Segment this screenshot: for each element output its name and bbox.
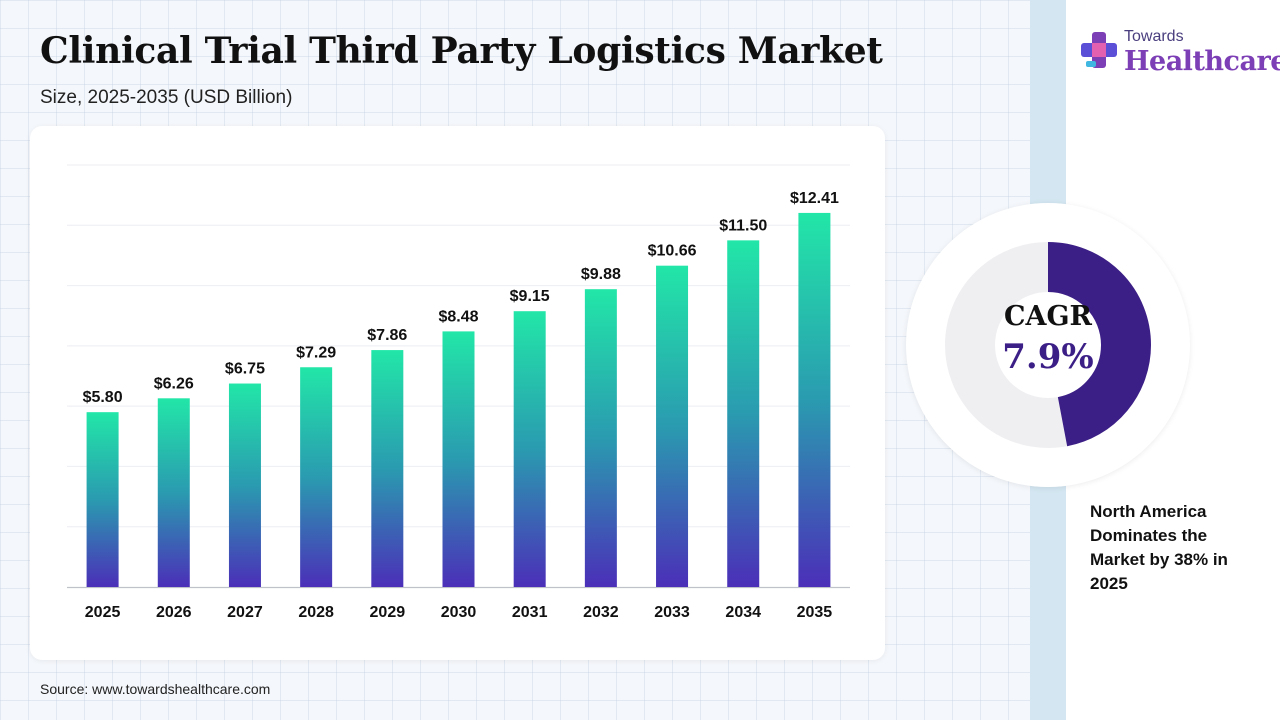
x-tick-2026: 2026 (156, 604, 192, 621)
x-tick-2025: 2025 (85, 604, 121, 621)
x-tick-2034: 2034 (725, 604, 761, 621)
x-tick-2035: 2035 (797, 604, 833, 621)
value-label-2033: $10.66 (648, 243, 697, 260)
chart-card: $5.80 $6.26 $6.75 $7.29 $7.86 $8.48 $9.15 $9.88… (30, 126, 885, 660)
bar-chart: $5.80 $6.26 $6.75 $7.29 $7.86 $8.48 $9.15 $9.88… (67, 164, 850, 621)
x-tick-2033: 2033 (654, 604, 690, 621)
bar-2034 (727, 240, 760, 587)
bar-2026 (157, 398, 190, 587)
bar-2031 (513, 311, 546, 587)
logo-towards-text: Towards (1124, 28, 1184, 45)
value-label-2027: $6.75 (225, 361, 265, 378)
cagr-ring-arc (945, 242, 1151, 448)
value-label-2030: $8.48 (438, 308, 478, 325)
health-cross-icon (1081, 32, 1117, 68)
logo-healthcare-text: Healthcare (1124, 46, 1280, 77)
x-tick-2030: 2030 (441, 604, 477, 621)
page-subtitle: Size, 2025-2035 (USD Billion) (40, 87, 293, 108)
bar-2025 (86, 412, 119, 587)
value-label-2035: $12.41 (790, 190, 839, 207)
source-note: Source: www.towardshealthcare.com (40, 681, 271, 697)
value-label-2028: $7.29 (296, 344, 336, 361)
page-title: Clinical Trial Third Party Logistics Mar… (40, 30, 883, 72)
x-tick-2027: 2027 (227, 604, 263, 621)
value-label-2034: $11.50 (719, 217, 767, 234)
cagr-donut: CAGR 7.9% (906, 203, 1190, 487)
x-tick-2029: 2029 (370, 604, 406, 621)
x-tick-labels: 2025 2026 2027 2028 2029 2030 2031 2032 2033 2034… (85, 604, 833, 621)
x-tick-2028: 2028 (298, 604, 334, 621)
bar-2029 (371, 350, 404, 587)
cagr-label: CAGR (1004, 301, 1092, 332)
cagr-value: 7.9% (1002, 337, 1094, 377)
bar-2033 (656, 265, 689, 587)
bars (86, 212, 831, 588)
bar-2030 (442, 331, 475, 587)
value-label-2026: $6.26 (154, 375, 194, 392)
value-labels: $5.80 $6.26 $6.75 $7.29 $7.86 $8.48 $9.15 $9.88… (83, 190, 839, 406)
x-tick-2032: 2032 (583, 604, 619, 621)
value-label-2032: $9.88 (581, 266, 621, 283)
x-tick-2031: 2031 (512, 604, 548, 621)
brand-logo: Towards Healthcare (1080, 28, 1280, 80)
bar-2035 (798, 212, 831, 588)
value-label-2025: $5.80 (83, 389, 123, 406)
bar-2032 (584, 289, 617, 587)
value-label-2031: $9.15 (510, 288, 550, 305)
region-dominance-note: North America Dominates the Market by 38… (1090, 502, 1228, 593)
bar-2028 (300, 367, 333, 587)
cagr-ring (945, 242, 1151, 448)
bar-2027 (228, 383, 261, 587)
value-label-2029: $7.86 (367, 327, 407, 344)
